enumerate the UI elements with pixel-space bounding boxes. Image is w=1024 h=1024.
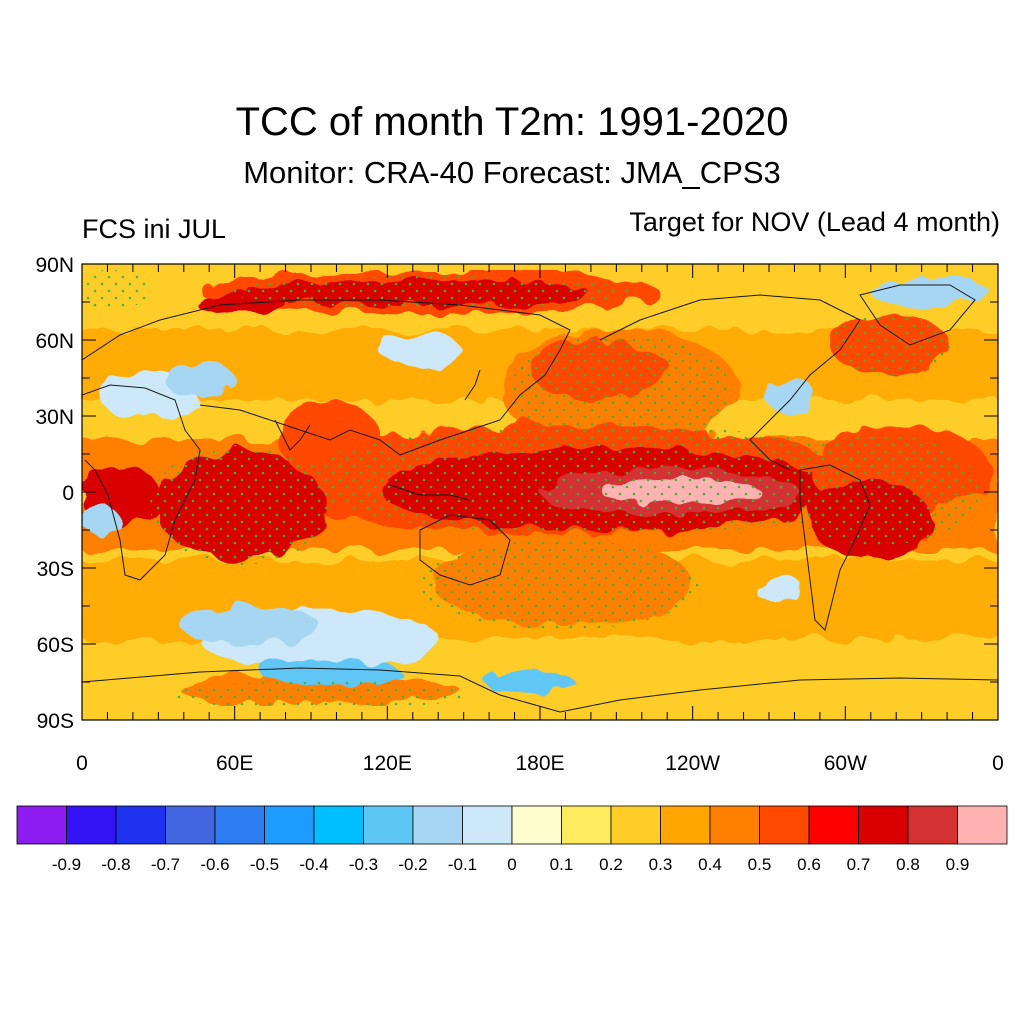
colorbar-swatch [115, 805, 166, 845]
lon-tick-label: 60W [824, 752, 867, 775]
colorbar-swatch [907, 805, 958, 845]
lat-tick-label: 30S [37, 558, 74, 581]
lat-tick-label: 30N [35, 406, 74, 429]
colorbar-swatch [412, 805, 463, 845]
colorbar-label: -0.3 [349, 855, 378, 874]
colorbar-label: 0 [507, 855, 516, 874]
lon-tick-label: 180E [515, 752, 564, 775]
colorbar-swatch [462, 805, 513, 845]
lon-tick-label: 0 [992, 752, 1004, 775]
coastlines [82, 284, 998, 713]
chart-subtitle: Monitor: CRA-40 Forecast: JMA_CPS3 [243, 155, 781, 190]
initial-month-label: FCS ini JUL [82, 214, 227, 244]
colorbar-swatch [957, 805, 1008, 845]
colorbar-label: -0.1 [448, 855, 477, 874]
colorbar-label: -0.5 [250, 855, 279, 874]
colorbar-swatch [214, 805, 265, 845]
colorbar-swatch [561, 805, 612, 845]
colorbar-swatch [264, 805, 315, 845]
colorbar-swatch [808, 805, 859, 845]
colorbar-swatch [610, 805, 661, 845]
colorbar-label: 0.3 [649, 855, 673, 874]
colorbar-label: 0.8 [896, 855, 920, 874]
lat-tick-label: 90N [35, 254, 74, 277]
colorbar-label: -0.4 [299, 855, 328, 874]
colorbar-label: 0.6 [797, 855, 821, 874]
colorbar-label: -0.8 [101, 855, 130, 874]
colorbar-label: -0.6 [200, 855, 229, 874]
colorbar-swatch [313, 805, 364, 845]
longitude-labels: 0 60E 120E 180E 120W 60W 0 [76, 752, 1004, 775]
colorbar: -0.9 -0.8 -0.7 -0.6 -0.5 -0.4 -0.3 -0.2 -0.1 0 0.1… [16, 805, 1008, 874]
colorbar-swatch [165, 805, 216, 845]
colorbar-swatch [511, 805, 562, 845]
colorbar-label: -0.2 [398, 855, 427, 874]
colorbar-label: 0.1 [550, 855, 574, 874]
lat-tick-label: 60N [35, 330, 74, 353]
lat-tick-label: 0 [62, 482, 74, 505]
axis-ticks [81, 263, 999, 721]
colorbar-label: 0.5 [748, 855, 772, 874]
colorbar-label: 0.4 [698, 855, 722, 874]
colorbar-label: -0.7 [151, 855, 180, 874]
colorbar-swatch [858, 805, 909, 845]
colorbar-swatch [66, 805, 117, 845]
lon-tick-label: 60E [216, 752, 253, 775]
colorbar-swatch [660, 805, 711, 845]
lat-tick-label: 90S [37, 710, 74, 733]
lat-tick-label: 60S [37, 634, 74, 657]
colorbar-label: 0.9 [946, 855, 970, 874]
lon-tick-label: 120E [363, 752, 412, 775]
target-month-label: Target for NOV (Lead 4 month) [629, 207, 1000, 237]
chart-title: TCC of month T2m: 1991-2020 [235, 100, 789, 144]
colorbar-label: 0.7 [847, 855, 871, 874]
colorbar-label: -0.9 [52, 855, 81, 874]
colorbar-swatch [709, 805, 760, 845]
colorbar-swatch [363, 805, 414, 845]
colorbar-label: 0.2 [599, 855, 623, 874]
latitude-labels: 90N 60N 30N 0 30S 60S 90S [35, 254, 74, 733]
lon-tick-label: 120W [665, 752, 720, 775]
colorbar-swatch [759, 805, 810, 845]
colorbar-swatch [16, 805, 67, 845]
map-field [82, 264, 998, 720]
lon-tick-label: 0 [76, 752, 88, 775]
